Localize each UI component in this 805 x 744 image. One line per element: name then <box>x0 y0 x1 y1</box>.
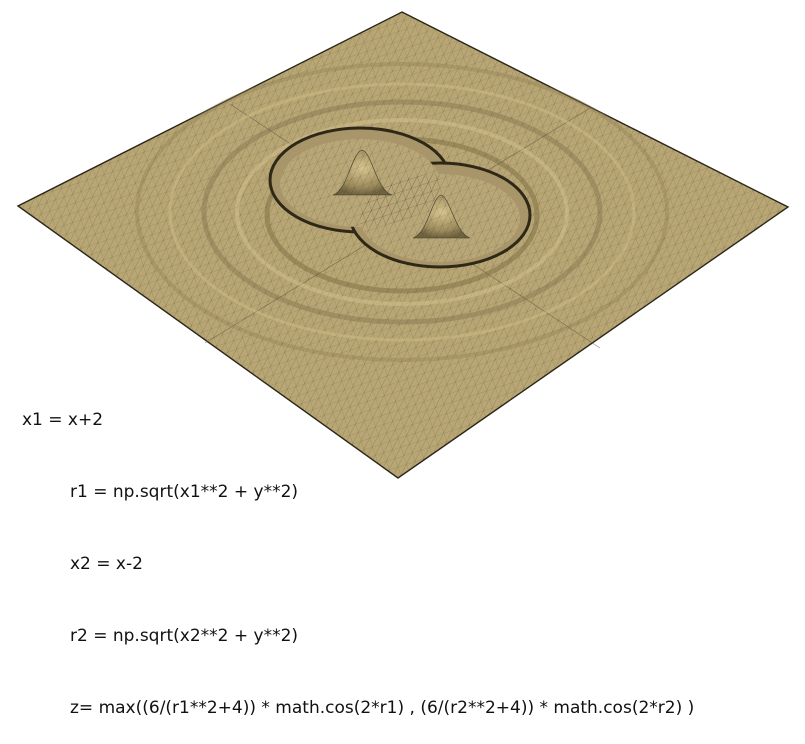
code-line-5: z= max((6/(r1**2+4)) * math.cos(2*r1) , … <box>70 698 695 718</box>
code-line-3: x2 = x-2 <box>70 554 143 574</box>
surface-plot <box>16 11 790 479</box>
peak-left <box>332 149 393 196</box>
formula-text: x1 = x+2 r1 = np.sqrt(x1**2 + y**2) x2 =… <box>22 360 694 744</box>
peak-right <box>412 194 471 239</box>
code-line-4: r2 = np.sqrt(x2**2 + y**2) <box>70 626 299 646</box>
code-line-1: x1 = x+2 <box>22 410 104 430</box>
code-line-2: r1 = np.sqrt(x1**2 + y**2) <box>70 482 299 502</box>
